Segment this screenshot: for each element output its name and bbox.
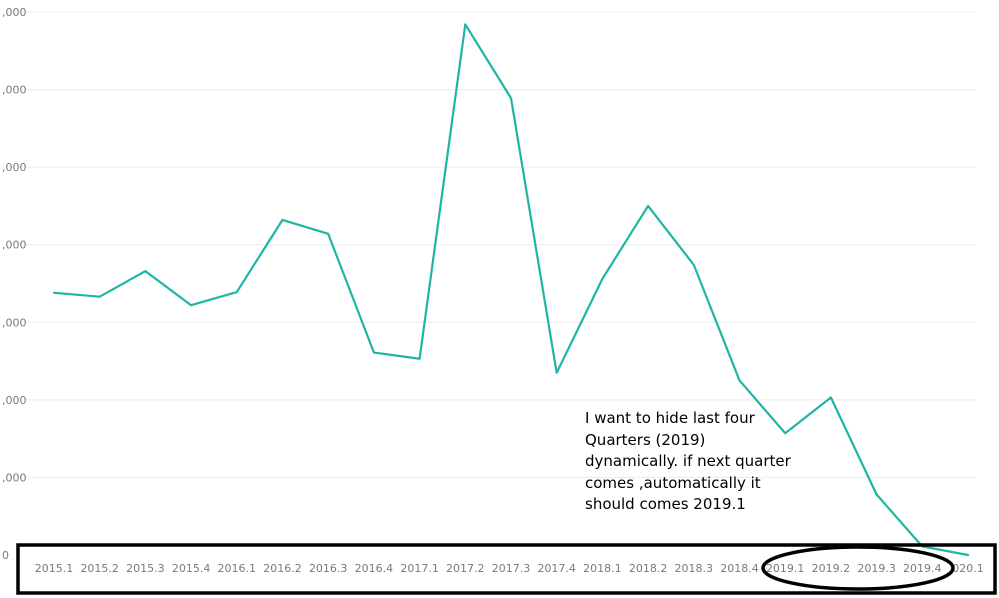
y-tick-label: ,000 bbox=[2, 161, 27, 174]
series-line bbox=[52, 23, 970, 557]
x-tick-label: 2018.2 bbox=[629, 562, 668, 575]
x-tick-label: 2019.1 bbox=[766, 562, 805, 575]
x-tick-label: 2016.1 bbox=[218, 562, 257, 575]
x-tick-label: 2017.1 bbox=[400, 562, 439, 575]
x-tick-label: 2017.3 bbox=[492, 562, 531, 575]
x-tick-label: 2016.4 bbox=[355, 562, 394, 575]
highlight-ellipse bbox=[761, 545, 955, 591]
x-tick-label: 2015.3 bbox=[126, 562, 165, 575]
x-tick-label: 2018.1 bbox=[583, 562, 622, 575]
x-tick-label: 2015.1 bbox=[35, 562, 74, 575]
y-tick-label: ,000 bbox=[2, 239, 27, 252]
annotation-note: I want to hide last four Quarters (2019)… bbox=[585, 409, 791, 513]
y-tick-label: 0 bbox=[2, 549, 9, 562]
x-tick-label: 2019.3 bbox=[857, 562, 896, 575]
y-tick-label: ,000 bbox=[2, 6, 27, 19]
y-tick-label: ,000 bbox=[2, 84, 27, 97]
x-tick-label: 2015.4 bbox=[172, 562, 211, 575]
y-tick-label: ,000 bbox=[2, 471, 27, 484]
x-axis-ticks: 2015.1 2015.2 2015.3 2015.4 2016.1 2016.2 2016… bbox=[35, 562, 984, 575]
x-tick-label: 2015.2 bbox=[80, 562, 119, 575]
x-tick-label: 2019.4 bbox=[903, 562, 942, 575]
y-axis-ticks: 0 ,000 ,000 ,000 ,000 ,000 ,000 ,000 bbox=[2, 6, 27, 562]
y-tick-label: ,000 bbox=[2, 316, 27, 329]
x-tick-label: 2018.4 bbox=[720, 562, 759, 575]
x-tick-label: 2016.2 bbox=[263, 562, 302, 575]
x-tick-label: 2019.2 bbox=[812, 562, 851, 575]
x-tick-label: 020.1 bbox=[952, 562, 984, 575]
axis-highlight-box bbox=[16, 543, 997, 595]
y-tick-label: ,000 bbox=[2, 394, 27, 407]
x-tick-label: 2017.2 bbox=[446, 562, 485, 575]
x-tick-label: 2018.3 bbox=[675, 562, 714, 575]
x-tick-label: 2016.3 bbox=[309, 562, 348, 575]
series-layer bbox=[52, 23, 970, 557]
grid-lines bbox=[26, 11, 976, 478]
annotation-shapes bbox=[16, 543, 997, 595]
x-tick-label: 2017.4 bbox=[537, 562, 576, 575]
